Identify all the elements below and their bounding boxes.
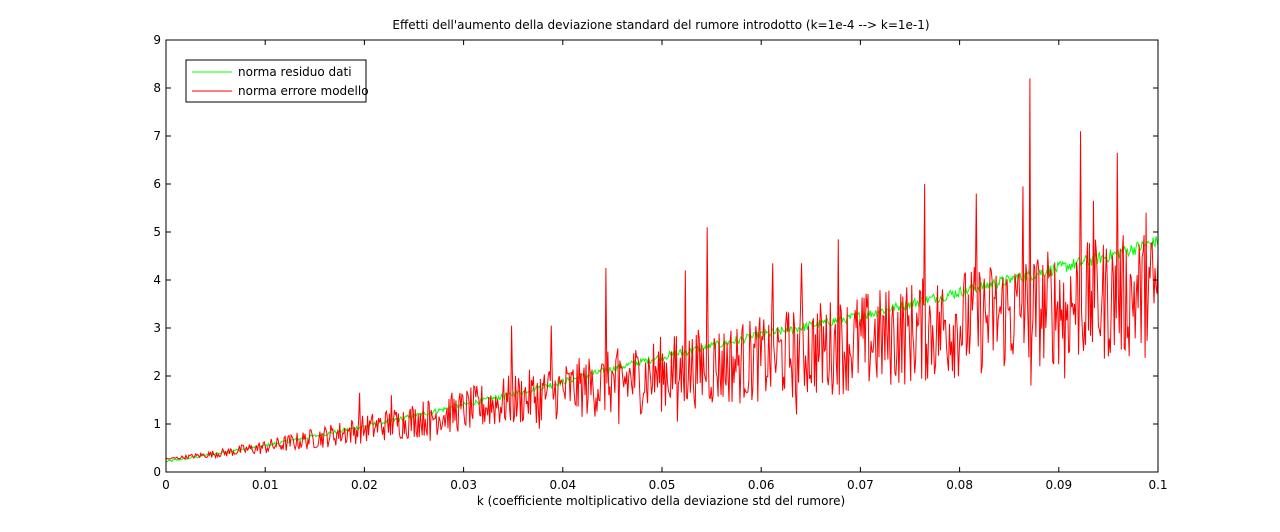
x-tick-label: 0.01 bbox=[252, 478, 279, 492]
y-tick-label: 6 bbox=[153, 177, 161, 191]
x-tick-label: 0.09 bbox=[1045, 478, 1072, 492]
x-tick-label: 0.04 bbox=[549, 478, 576, 492]
x-tick-label: 0.05 bbox=[649, 478, 676, 492]
y-tick-label: 2 bbox=[153, 369, 161, 383]
y-tick-label: 3 bbox=[153, 321, 161, 335]
x-axis-label: k (coefficiente moltiplicativo della dev… bbox=[477, 494, 845, 508]
x-tick-label: 0.02 bbox=[351, 478, 378, 492]
x-tick-label: 0 bbox=[162, 478, 170, 492]
x-tick-label: 0.07 bbox=[847, 478, 874, 492]
y-tick-label: 1 bbox=[153, 417, 161, 431]
x-tick-label: 0.03 bbox=[450, 478, 477, 492]
legend-label-residuo: norma residuo dati bbox=[238, 65, 352, 79]
x-tick-label: 0.06 bbox=[748, 478, 775, 492]
series-line-norma-errore-modello bbox=[165, 78, 1159, 461]
legend: norma residuo dati norma errore modello bbox=[185, 59, 369, 103]
y-tick-label: 0 bbox=[153, 465, 161, 479]
legend-box bbox=[185, 59, 367, 103]
axis-ticks: 0 0.01 0.02 0.03 0.04 0.05 0.06 0.07 0.08 0.09 0.1… bbox=[153, 33, 1167, 492]
y-tick-label: 8 bbox=[153, 81, 161, 95]
x-tick-label: 0.08 bbox=[946, 478, 973, 492]
y-tick-label: 5 bbox=[153, 225, 161, 239]
chart-title: Effetti dell'aumento della deviazione st… bbox=[392, 18, 929, 32]
legend-label-errore: norma errore modello bbox=[238, 84, 369, 98]
y-tick-label: 9 bbox=[153, 33, 161, 47]
plot-area bbox=[165, 78, 1159, 463]
x-tick-label: 0.1 bbox=[1148, 478, 1167, 492]
y-tick-label: 7 bbox=[153, 129, 161, 143]
y-tick-label: 4 bbox=[153, 273, 161, 287]
